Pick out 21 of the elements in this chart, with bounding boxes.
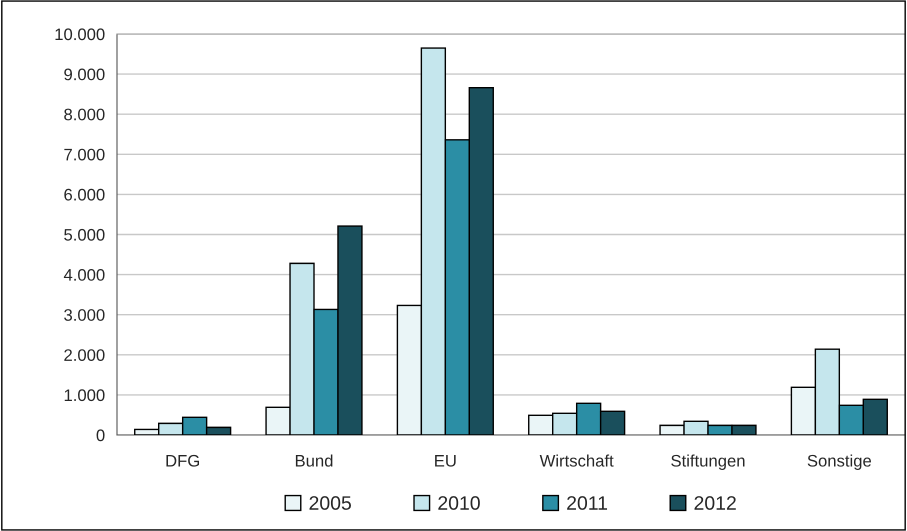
- y-tick-label: 3.000: [64, 309, 105, 321]
- y-tick-label: 5.000: [64, 228, 105, 241]
- y-tick-label: 0: [96, 429, 105, 442]
- y-tick-label: 2.000: [64, 349, 105, 362]
- y-tick-label: 8.000: [64, 108, 105, 120]
- x-tick-label: Bund: [296, 454, 332, 467]
- legend-label: 2005: [310, 496, 351, 510]
- y-tick-label: 1.000: [64, 389, 105, 402]
- x-tick-label: Wirtschaft: [540, 454, 614, 467]
- y-tick-label: 7.000: [64, 148, 105, 161]
- x-tick-label: DFG: [166, 454, 200, 467]
- y-tick-label: 4.000: [64, 269, 105, 281]
- y-tick-label: 6.000: [64, 188, 105, 201]
- y-tick-label: 10.000: [55, 28, 105, 40]
- legend-label: 2012: [694, 496, 736, 510]
- x-tick-label: Sonstige: [808, 454, 872, 470]
- y-tick-label: 9.000: [64, 68, 105, 80]
- x-tick-label: Stiftungen: [671, 454, 744, 470]
- legend-label: 2010: [438, 496, 480, 510]
- legend-label: 2011: [567, 496, 608, 510]
- x-tick-label: EU: [435, 455, 456, 467]
